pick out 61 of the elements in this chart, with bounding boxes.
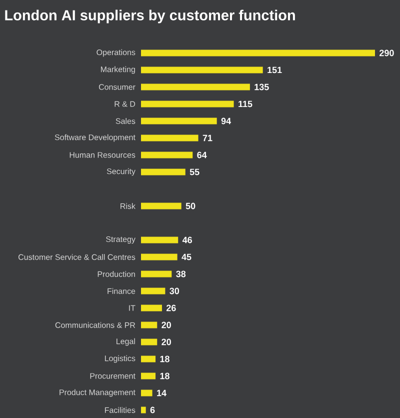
y-tick-label: Communications & PR	[55, 322, 136, 328]
y-tick-label: Software Development	[54, 134, 136, 142]
data-label: 14	[157, 390, 166, 396]
data-label: 46	[182, 236, 192, 244]
bar	[141, 406, 146, 414]
bar	[141, 168, 186, 176]
y-tick-label: Procurement	[90, 373, 136, 379]
y-tick-label: Strategy	[106, 236, 136, 244]
y-tick-label: Production	[98, 271, 135, 277]
bar	[141, 152, 193, 158]
bar	[141, 50, 375, 56]
bar	[141, 338, 158, 346]
y-tick-label: Facilities	[105, 407, 136, 413]
y-tick-label: Legal	[116, 338, 135, 346]
data-label: 71	[202, 134, 212, 142]
y-tick-label: Marketing	[101, 66, 135, 74]
data-label: 55	[190, 168, 200, 176]
bar	[141, 288, 166, 294]
bar	[141, 134, 198, 142]
y-tick-label: Finance	[108, 288, 136, 294]
y-tick-label: Risk	[120, 203, 136, 209]
y-tick-label: Security	[106, 168, 136, 176]
chart-title: London AI suppliers by customer function	[5, 10, 295, 24]
y-tick-label: Sales	[116, 118, 136, 124]
data-label: 6	[150, 406, 155, 414]
bar	[141, 304, 162, 312]
y-tick-label: Operations	[96, 49, 136, 57]
bar	[141, 66, 263, 74]
bar	[141, 270, 172, 278]
y-tick-label: Product Management	[60, 389, 136, 397]
bar	[141, 236, 178, 244]
data-label: 30	[170, 288, 180, 294]
data-label: 50	[186, 202, 196, 210]
data-label: 26	[166, 304, 176, 312]
data-label: 45	[182, 254, 192, 260]
bar	[141, 100, 234, 108]
bar	[141, 84, 250, 90]
data-label: 18	[160, 372, 170, 380]
data-label: 20	[162, 322, 171, 328]
data-label: 135	[254, 84, 269, 90]
y-tick-label: R & D	[114, 101, 136, 107]
data-label: 115	[238, 100, 252, 108]
data-label: 290	[380, 50, 394, 56]
data-label: 64	[197, 152, 207, 158]
bar	[141, 254, 178, 260]
y-tick-label: Customer Service & Call Centres	[18, 254, 136, 260]
data-label: 151	[268, 66, 282, 74]
y-tick-label: Consumer	[98, 84, 136, 90]
y-tick-label: Human Resources	[70, 152, 136, 158]
y-tick-label: IT	[129, 305, 136, 311]
bar	[141, 356, 156, 362]
bar	[141, 118, 217, 124]
data-label: 94	[221, 118, 232, 124]
bar	[141, 202, 182, 210]
data-label: 38	[176, 270, 186, 278]
bar	[141, 322, 158, 328]
bar	[141, 372, 156, 380]
data-label: 18	[160, 356, 170, 362]
bar	[141, 390, 152, 396]
data-label: 20	[162, 338, 171, 346]
y-tick-label: Logistics	[105, 355, 136, 363]
